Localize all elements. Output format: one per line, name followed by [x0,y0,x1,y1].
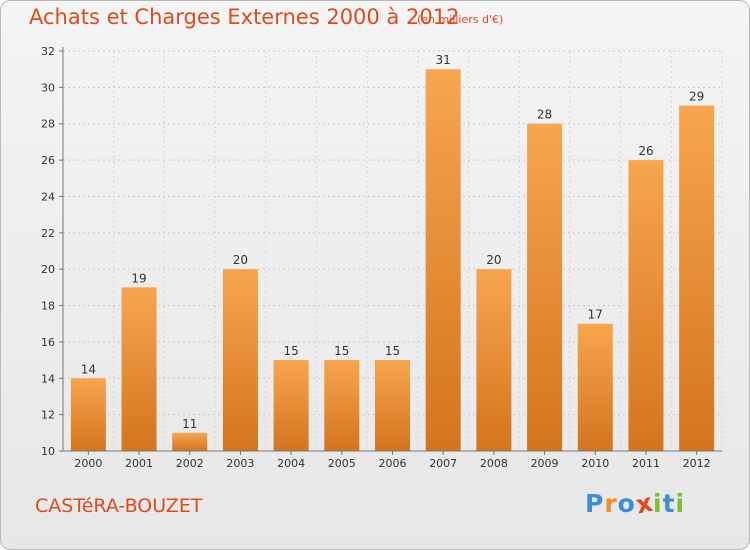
x-tick-label: 2000 [74,457,102,470]
y-tick-label: 14 [41,372,55,385]
bar [375,360,410,451]
y-tick-label: 22 [41,227,55,240]
value-labels: 14 19 11 20 15 15 15 31 20 28 17 26 29 [81,53,705,431]
y-tick-label: 26 [41,154,55,167]
bar [527,123,563,452]
logo-letter: i [675,489,686,518]
y-tick-label: 28 [41,118,55,131]
logo-letter: o [617,489,636,518]
x-tick-label: 2001 [125,457,153,470]
data-label: 15 [385,344,400,358]
data-label: 11 [182,417,197,431]
bar [425,69,461,451]
data-label: 17 [588,308,603,322]
data-label: 20 [486,253,501,267]
x-tick-label: 2012 [683,457,711,470]
x-tick-label: 2008 [480,457,508,470]
x-tick-label: 2002 [176,457,204,470]
x-tick-label: 2006 [379,457,407,470]
y-tick-label: 16 [41,336,55,349]
y-tick-label: 30 [41,81,55,94]
y-tick-label: 12 [41,409,55,422]
axes: 10 12 14 16 18 20 22 24 26 28 30 32 2000 2001 2002 2003… [41,45,722,470]
y-tick-label: 32 [41,45,55,58]
data-label: 26 [638,144,653,158]
bar [679,105,715,451]
chart-title: Achats et Charges Externes 2000 à 2012 [29,5,460,29]
bars [70,69,715,452]
data-label: 19 [131,271,146,285]
x-tick-label: 2004 [277,457,305,470]
y-tick-label: 20 [41,263,55,276]
bar [577,323,613,451]
data-label: 14 [81,362,96,376]
x-tick-label: 2011 [632,457,660,470]
logo-letter: t [662,489,676,518]
bar [70,378,106,451]
y-tick-label: 10 [41,445,55,458]
logo-letter: P [585,489,605,518]
data-label: 15 [334,344,349,358]
commune-name: CASTéRA-BOUZET [35,495,203,517]
logo-letter: r [604,489,618,518]
bar [628,160,664,451]
x-tick-label: 2003 [226,457,254,470]
y-tick-label: 18 [41,300,55,313]
y-tick-label: 24 [41,190,55,203]
chart-unit: (en milliers d'€) [417,13,504,26]
bar [476,269,512,451]
x-tick-label: 2007 [429,457,457,470]
proxiti-logo: Proxiti [585,488,686,520]
x-tick-label: 2010 [581,457,609,470]
bar [222,269,258,451]
x-tick-label: 2005 [328,457,356,470]
logo-letter: i [653,489,663,518]
bar [324,360,360,451]
data-label: 28 [537,108,552,122]
data-label: 29 [689,90,704,104]
bar [273,360,309,451]
data-label: 31 [436,53,451,67]
bar [121,287,157,451]
bar [172,432,208,451]
x-tick-label: 2009 [531,457,559,470]
data-label: 20 [233,253,248,267]
data-label: 15 [283,344,298,358]
